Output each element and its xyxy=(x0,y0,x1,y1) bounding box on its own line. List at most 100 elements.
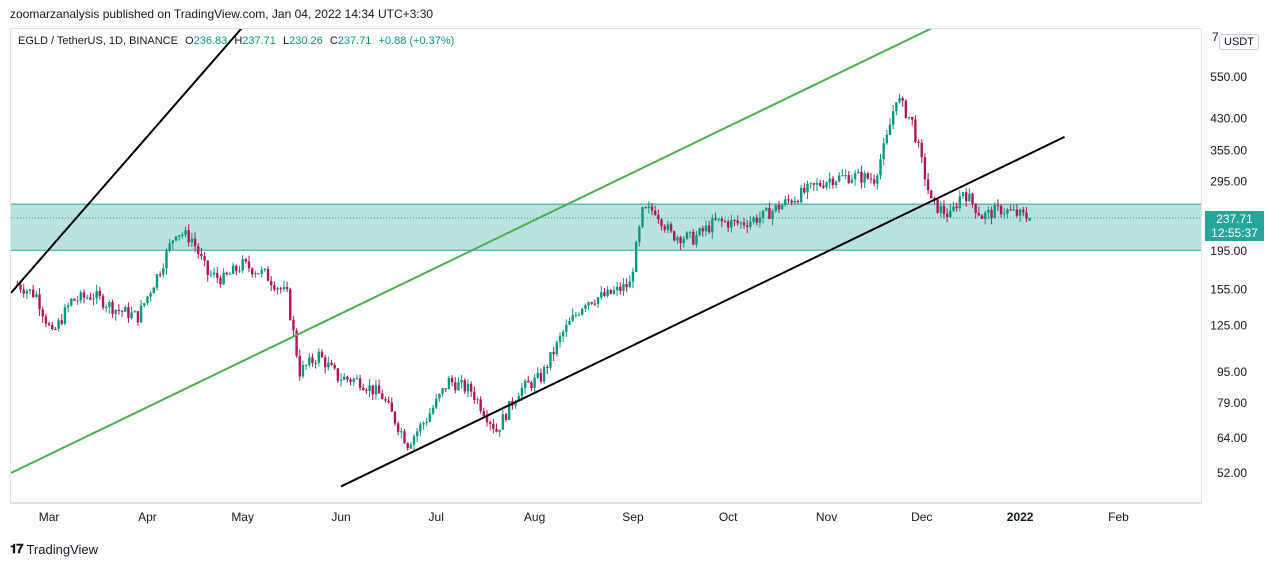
candle-body[interactable] xyxy=(41,309,44,317)
candle-body[interactable] xyxy=(825,182,828,188)
candle-body[interactable] xyxy=(333,364,336,369)
candle-body[interactable] xyxy=(374,385,378,395)
candle-body[interactable] xyxy=(653,210,657,215)
candle-body[interactable] xyxy=(111,301,114,314)
candle-body[interactable] xyxy=(320,351,324,358)
candle-body[interactable] xyxy=(761,210,765,218)
candle-body[interactable] xyxy=(790,200,793,203)
candle-body[interactable] xyxy=(298,355,301,377)
candle-body[interactable] xyxy=(885,135,889,144)
candle-body[interactable] xyxy=(945,213,949,218)
candle-body[interactable] xyxy=(260,269,263,274)
candle-body[interactable] xyxy=(158,274,162,276)
trend-channel-line[interactable] xyxy=(11,0,271,294)
candle-body[interactable] xyxy=(479,399,482,412)
candle-body[interactable] xyxy=(146,296,149,304)
currency-unit-button[interactable]: USDT xyxy=(1219,34,1259,50)
support-resistance-zone[interactable] xyxy=(11,204,1201,251)
candle-body[interactable] xyxy=(454,382,457,391)
candle-body[interactable] xyxy=(327,362,330,368)
candle-body[interactable] xyxy=(742,222,746,226)
candle-body[interactable] xyxy=(714,218,717,220)
candle-body[interactable] xyxy=(606,289,609,296)
candle-body[interactable] xyxy=(444,388,447,390)
candle-body[interactable] xyxy=(964,192,968,202)
candle-body[interactable] xyxy=(980,215,984,219)
candle-body[interactable] xyxy=(282,287,286,290)
candle-body[interactable] xyxy=(73,298,76,301)
candle-body[interactable] xyxy=(530,382,533,388)
candle-body[interactable] xyxy=(958,196,962,209)
candle-body[interactable] xyxy=(330,362,333,365)
candle-body[interactable] xyxy=(999,205,1003,215)
candle-body[interactable] xyxy=(289,289,292,320)
candle-body[interactable] xyxy=(657,214,660,220)
candle-body[interactable] xyxy=(939,205,942,213)
candle-body[interactable] xyxy=(834,181,838,186)
candle-body[interactable] xyxy=(228,273,232,275)
candle-body[interactable] xyxy=(1025,212,1028,219)
candle-body[interactable] xyxy=(1015,209,1019,216)
candle-body[interactable] xyxy=(565,324,568,332)
candle-body[interactable] xyxy=(533,377,536,388)
candle-body[interactable] xyxy=(349,379,352,382)
candle-body[interactable] xyxy=(362,387,365,390)
candle-body[interactable] xyxy=(38,294,41,310)
candle-body[interactable] xyxy=(558,336,562,342)
candle-body[interactable] xyxy=(993,205,996,219)
candle-body[interactable] xyxy=(749,221,752,227)
candle-body[interactable] xyxy=(768,208,771,220)
candle-body[interactable] xyxy=(162,268,165,275)
candle-body[interactable] xyxy=(898,97,901,103)
candle-body[interactable] xyxy=(174,236,178,241)
candle-body[interactable] xyxy=(891,111,895,125)
candle-body[interactable] xyxy=(561,331,565,337)
candle-body[interactable] xyxy=(406,443,409,449)
candle-body[interactable] xyxy=(955,206,958,209)
candle-body[interactable] xyxy=(209,274,213,276)
candle-body[interactable] xyxy=(780,204,784,210)
candle-body[interactable] xyxy=(387,400,390,403)
candle-body[interactable] xyxy=(542,366,546,382)
candle-body[interactable] xyxy=(393,411,397,424)
candle-body[interactable] xyxy=(346,376,349,380)
candle-body[interactable] xyxy=(996,205,1000,207)
candle-body[interactable] xyxy=(51,325,54,330)
candle-body[interactable] xyxy=(495,428,498,432)
candle-body[interactable] xyxy=(295,330,298,356)
candle-body[interactable] xyxy=(822,185,825,188)
candle-body[interactable] xyxy=(622,284,625,291)
candle-body[interactable] xyxy=(177,235,181,237)
candle-body[interactable] xyxy=(155,274,159,288)
candle-body[interactable] xyxy=(1022,209,1025,213)
candle-body[interactable] xyxy=(193,238,197,247)
candle-body[interactable] xyxy=(35,294,38,297)
candle-body[interactable] xyxy=(206,260,209,275)
candle-body[interactable] xyxy=(441,388,444,394)
candle-body[interactable] xyxy=(482,411,486,417)
candle-body[interactable] xyxy=(222,272,225,285)
candle-body[interactable] xyxy=(520,387,524,397)
trend-channel-line[interactable] xyxy=(11,4,982,474)
candle-body[interactable] xyxy=(926,179,930,191)
candle-body[interactable] xyxy=(273,285,276,290)
candle-body[interactable] xyxy=(584,305,587,309)
candle-body[interactable] xyxy=(917,141,920,143)
candle-body[interactable] xyxy=(869,178,873,180)
candle-body[interactable] xyxy=(403,431,406,444)
candle-body[interactable] xyxy=(549,352,552,368)
candle-body[interactable] xyxy=(190,238,194,243)
candle-body[interactable] xyxy=(987,209,990,213)
candle-body[interactable] xyxy=(730,220,733,228)
candle-body[interactable] xyxy=(812,183,816,185)
candle-body[interactable] xyxy=(247,261,251,269)
candle-body[interactable] xyxy=(114,309,117,314)
candle-body[interactable] xyxy=(923,157,927,180)
candle-body[interactable] xyxy=(660,219,663,227)
candle-body[interactable] xyxy=(603,292,606,296)
candle-body[interactable] xyxy=(428,413,432,422)
candle-body[interactable] xyxy=(799,187,803,203)
candle-body[interactable] xyxy=(95,290,98,299)
candle-body[interactable] xyxy=(949,210,952,218)
candle-body[interactable] xyxy=(304,365,308,367)
